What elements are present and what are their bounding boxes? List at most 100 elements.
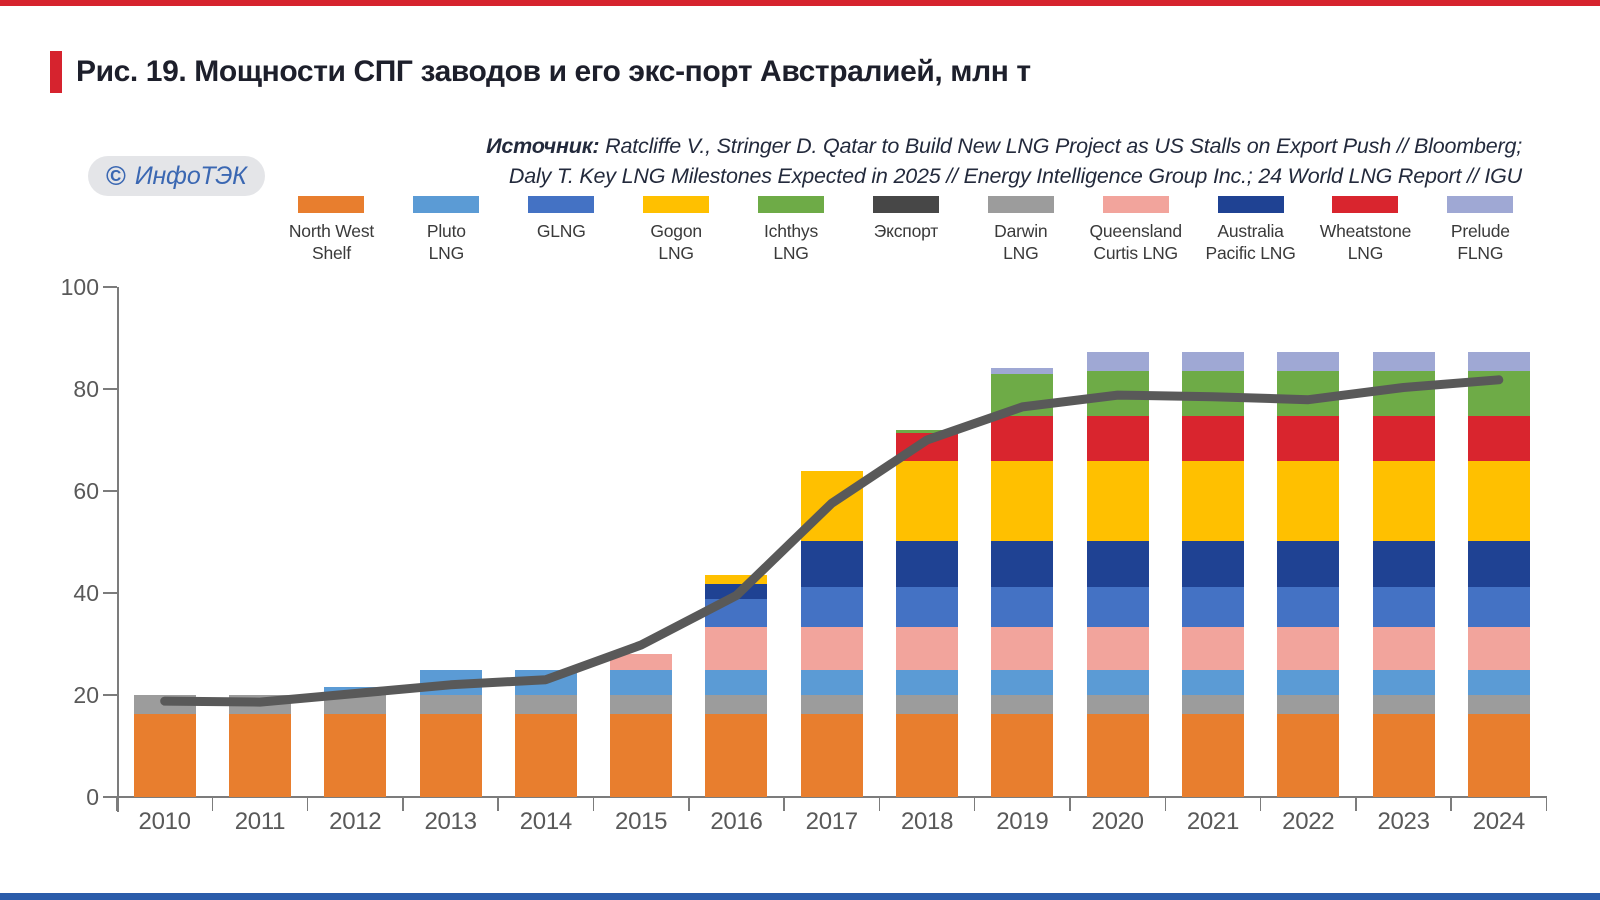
y-axis-tick — [103, 490, 117, 492]
legend-swatch — [1217, 196, 1284, 213]
legend-item: Ichthys LNG — [734, 196, 849, 264]
x-axis-year-label: 2010 — [138, 808, 192, 835]
bar-stack-2011 — [228, 695, 291, 797]
bar-segment — [1277, 669, 1340, 695]
bar-segment — [228, 695, 291, 714]
bar-segment — [800, 626, 863, 670]
y-axis-tick-label: 20 — [73, 682, 99, 708]
bar-segment — [1086, 586, 1149, 627]
legend-label: Queensland Curtis LNG — [1089, 221, 1182, 263]
title-accent-bar — [50, 51, 62, 93]
source-line-2: Daly T. Key LNG Milestones Expected in 2… — [508, 164, 1522, 188]
x-axis-year-label: 2021 — [1186, 808, 1240, 835]
y-axis-tick-label: 60 — [73, 478, 99, 504]
x-axis-year-label: 2015 — [615, 808, 668, 835]
bar-stack-2020 — [1086, 352, 1149, 797]
bar-segment — [896, 694, 959, 714]
bar-segment — [228, 713, 291, 797]
legend-label: Экспорт — [873, 221, 939, 241]
legend-item: North West Shelf — [274, 196, 389, 264]
x-axis-year-label: 2023 — [1377, 808, 1430, 835]
bar-segment — [1372, 694, 1435, 714]
legend-item: Australia Pacific LNG — [1193, 196, 1308, 264]
bar-segment — [1277, 586, 1340, 627]
bar-segment — [1467, 669, 1530, 695]
x-axis-year-label: 2012 — [329, 808, 382, 835]
bar-segment — [1277, 416, 1340, 462]
x-axis-tick — [1450, 797, 1452, 811]
bar-stack-2013 — [419, 670, 482, 797]
x-axis-tick — [1545, 797, 1548, 811]
x-axis-year-label: 2016 — [710, 808, 763, 835]
bar-segment — [1277, 540, 1340, 587]
bar-stack-2012 — [324, 686, 387, 797]
bar-segment — [133, 695, 196, 714]
bar-segment — [896, 540, 959, 587]
bar-segment — [1181, 586, 1244, 627]
y-axis-tick — [103, 286, 117, 288]
bar-stack-2021 — [1181, 352, 1244, 797]
legend-label: Darwin LNG — [994, 221, 1048, 263]
x-axis-tick — [973, 797, 976, 811]
legend-label: Wheatstone LNG — [1319, 221, 1412, 263]
bar-segment — [324, 713, 387, 797]
bar-segment — [1372, 352, 1435, 371]
bar-segment — [800, 586, 863, 627]
bar-stack-2024 — [1467, 352, 1530, 797]
bar-segment — [1181, 669, 1244, 695]
bar-segment — [1181, 416, 1244, 462]
bar-segment — [1372, 586, 1435, 627]
bar-segment — [991, 374, 1054, 417]
bar-segment — [1467, 586, 1530, 627]
bar-segment — [1086, 352, 1149, 371]
x-axis-year-label: 2014 — [519, 808, 573, 835]
bar-stack-2017 — [800, 471, 863, 797]
x-axis-tick — [402, 797, 404, 811]
legend-item: Prelude FLNG — [1423, 196, 1538, 264]
bar-segment — [1372, 626, 1435, 670]
bar-stack-2023 — [1372, 352, 1435, 797]
bar-segment — [705, 583, 768, 600]
legend-swatch — [1102, 196, 1169, 213]
bar-segment — [1086, 669, 1149, 695]
legend-swatch — [298, 196, 365, 213]
bar-segment — [419, 694, 482, 714]
x-axis-tick — [592, 797, 595, 811]
bar-segment — [1277, 694, 1340, 714]
bar-segment — [1181, 370, 1244, 416]
bar-segment — [896, 669, 959, 695]
bar-segment — [1086, 626, 1149, 670]
bar-segment — [1277, 713, 1340, 797]
bar-segment — [610, 713, 673, 797]
infotek-logo-text: ИнфоТЭК — [134, 161, 247, 190]
bar-segment — [1372, 461, 1435, 541]
y-axis-tick-label: 0 — [86, 784, 99, 810]
legend-label: GLNG — [536, 221, 586, 241]
y-axis-tick — [103, 796, 117, 798]
bar-segment — [705, 626, 768, 670]
legend-item: Darwin LNG — [963, 196, 1078, 264]
bar-segment — [1372, 416, 1435, 462]
bar-segment — [991, 669, 1054, 695]
legend-swatch — [758, 196, 824, 213]
bar-segment — [896, 461, 959, 541]
bar-segment — [514, 713, 577, 797]
bar-segment — [705, 669, 768, 695]
bar-segment — [610, 670, 673, 695]
bar-segment — [991, 416, 1054, 462]
bar-segment — [1086, 694, 1149, 714]
x-axis-year-label: 2019 — [996, 808, 1049, 835]
x-axis-year-label: 2017 — [805, 808, 859, 835]
x-axis-year-label: 2020 — [1091, 808, 1145, 835]
bar-stack-2014 — [514, 670, 577, 797]
source-citation: Источник: Ratcliffe V., Stringer D. Qata… — [486, 131, 1522, 191]
x-axis-tick — [1069, 797, 1071, 811]
bar-stack-2019 — [991, 367, 1054, 797]
bar-segment — [991, 367, 1054, 375]
bar-stack-2010 — [133, 695, 196, 797]
bar-segment — [1277, 461, 1340, 541]
legend-item: GLNG — [504, 196, 619, 264]
chart-legend: North West Shelf Pluto LNG GLNG Gogon LNG Ichth… — [274, 196, 1538, 264]
bar-segment — [896, 433, 959, 462]
